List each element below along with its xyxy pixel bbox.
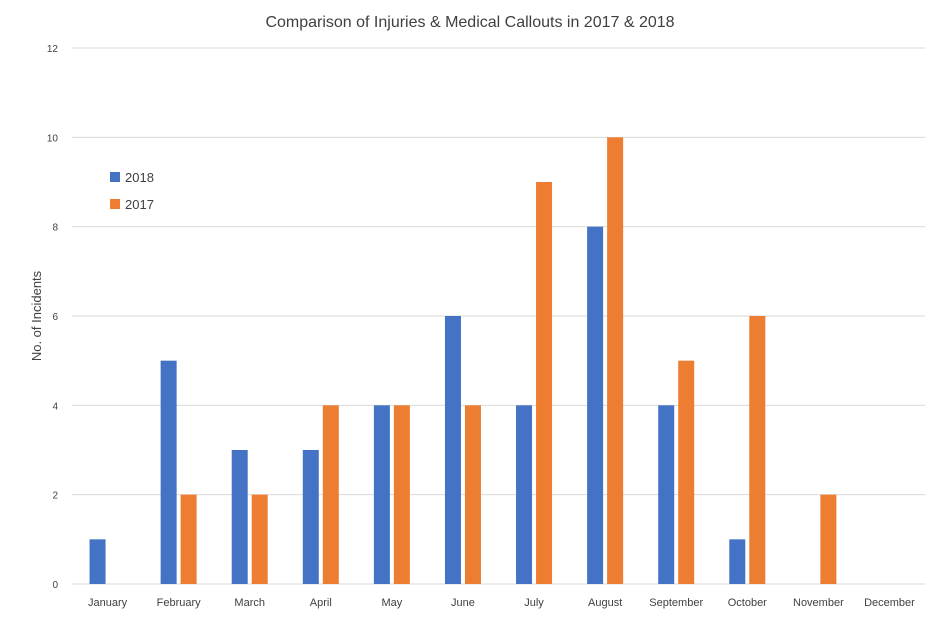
- bar-2018-april: [302, 450, 319, 584]
- y-tick-label: 12: [47, 44, 59, 55]
- bar-2018-june: [444, 316, 461, 584]
- x-tick-label: June: [451, 597, 475, 609]
- y-axis-label: No. of Incidents: [29, 270, 44, 361]
- bar-2017-november: [820, 494, 837, 584]
- legend-swatch-2018: [110, 172, 120, 182]
- bar-2017-may: [393, 405, 410, 584]
- bar-2018-august: [587, 226, 604, 584]
- x-tick-label: April: [310, 597, 332, 609]
- bar-2018-january: [89, 539, 106, 584]
- bar-2017-october: [749, 316, 766, 584]
- legend-label-2018: 2018: [125, 170, 154, 185]
- x-tick-label: October: [728, 597, 767, 609]
- x-tick-label: January: [88, 597, 128, 609]
- x-tick-label: February: [157, 597, 202, 609]
- x-tick-label: November: [793, 597, 844, 609]
- legend: 2018 2017: [110, 170, 154, 212]
- x-tick-label: March: [234, 597, 265, 609]
- y-tick-label: 8: [52, 223, 58, 234]
- x-tick-label: May: [381, 597, 402, 609]
- chart-title: Comparison of Injuries & Medical Callout…: [265, 14, 674, 31]
- bar-2017-august: [607, 137, 624, 585]
- y-tick-label: 6: [52, 312, 58, 323]
- bar-2018-march: [231, 450, 248, 584]
- y-tick-label: 2: [52, 491, 58, 502]
- bars: [89, 137, 837, 585]
- bar-2017-july: [536, 182, 553, 584]
- y-tick-label: 0: [52, 580, 58, 591]
- legend-swatch-2017: [110, 199, 120, 209]
- bar-2017-april: [322, 405, 339, 584]
- bar-2018-february: [160, 360, 177, 584]
- y-tick-labels: 0 2 4 6 8 10 12: [47, 44, 59, 591]
- legend-label-2017: 2017: [125, 197, 154, 212]
- bar-2017-september: [678, 360, 695, 584]
- gridlines: [72, 47, 925, 585]
- x-tick-label: December: [864, 597, 915, 609]
- x-tick-label: July: [524, 597, 544, 609]
- bar-2018-october: [729, 539, 746, 584]
- x-tick-label: September: [649, 597, 703, 609]
- bar-2018-may: [373, 405, 390, 584]
- x-tick-labels: January February March April May June July Augu…: [88, 597, 915, 609]
- bar-2017-march: [251, 494, 268, 584]
- bar-2017-june: [464, 405, 481, 584]
- x-tick-label: August: [588, 597, 622, 609]
- y-tick-label: 4: [52, 401, 58, 412]
- bar-2018-july: [516, 405, 533, 584]
- bar-2017-february: [180, 494, 197, 584]
- bar-2018-september: [658, 405, 675, 584]
- y-tick-label: 10: [47, 133, 59, 144]
